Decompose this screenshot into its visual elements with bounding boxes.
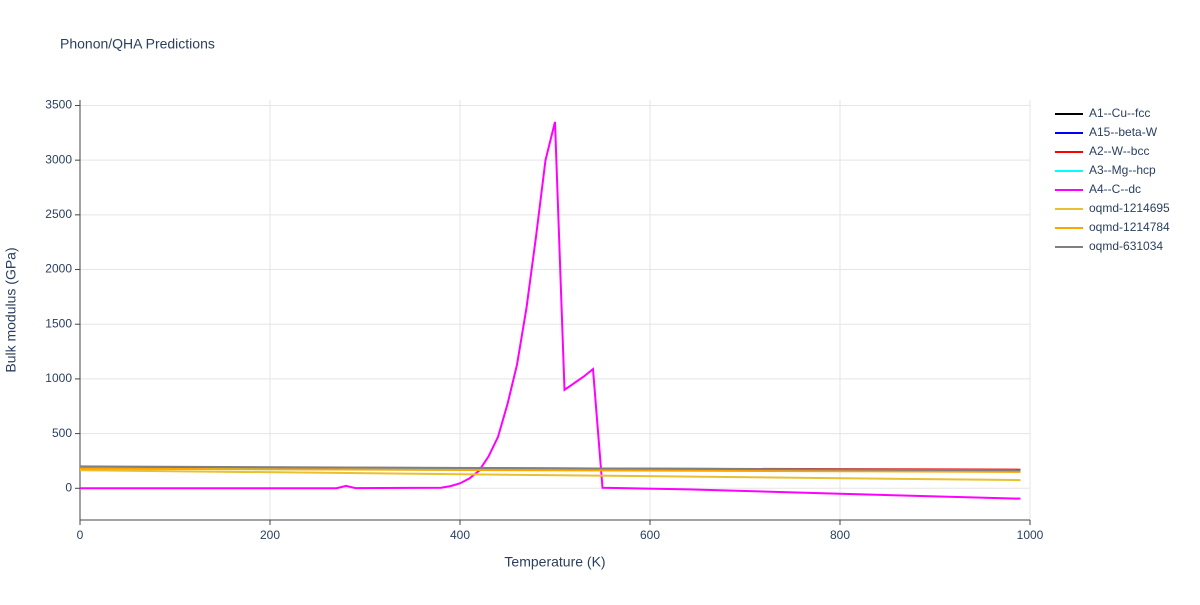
series-line	[79, 469, 1021, 482]
series-line	[79, 465, 1021, 472]
y-tick-label: 3500	[45, 98, 72, 112]
legend-label: A1--Cu--fcc	[1089, 106, 1150, 120]
legend-label: oqmd-1214784	[1089, 220, 1170, 234]
x-tick-label: 1000	[1017, 528, 1044, 542]
series-line	[80, 121, 1021, 500]
y-tick-label: 2000	[45, 262, 72, 276]
y-tick-label: 2500	[45, 207, 72, 221]
x-tick-label: 600	[640, 528, 660, 542]
series-line	[79, 467, 1021, 473]
legend-label: oqmd-631034	[1089, 239, 1163, 253]
x-tick-label: 0	[77, 528, 84, 542]
y-tick-label: 1500	[45, 316, 72, 330]
chart-title: Phonon/QHA Predictions	[60, 36, 215, 52]
x-tick-label: 200	[260, 528, 280, 542]
y-tick-label: 0	[65, 480, 72, 494]
legend-label: A15--beta-W	[1089, 125, 1158, 139]
legend-label: oqmd-1214695	[1089, 201, 1170, 215]
y-tick-label: 500	[52, 426, 72, 440]
x-tick-label: 400	[450, 528, 470, 542]
y-tick-label: 3000	[45, 152, 72, 166]
legend-label: A4--C--dc	[1089, 182, 1141, 196]
legend-label: A3--Mg--hcp	[1089, 163, 1156, 177]
x-axis-title: Temperature (K)	[504, 554, 605, 570]
legend-label: A2--W--bcc	[1089, 144, 1149, 158]
y-axis-title: Bulk modulus (GPa)	[3, 247, 19, 372]
y-tick-label: 1000	[45, 371, 72, 385]
x-tick-label: 800	[830, 528, 850, 542]
